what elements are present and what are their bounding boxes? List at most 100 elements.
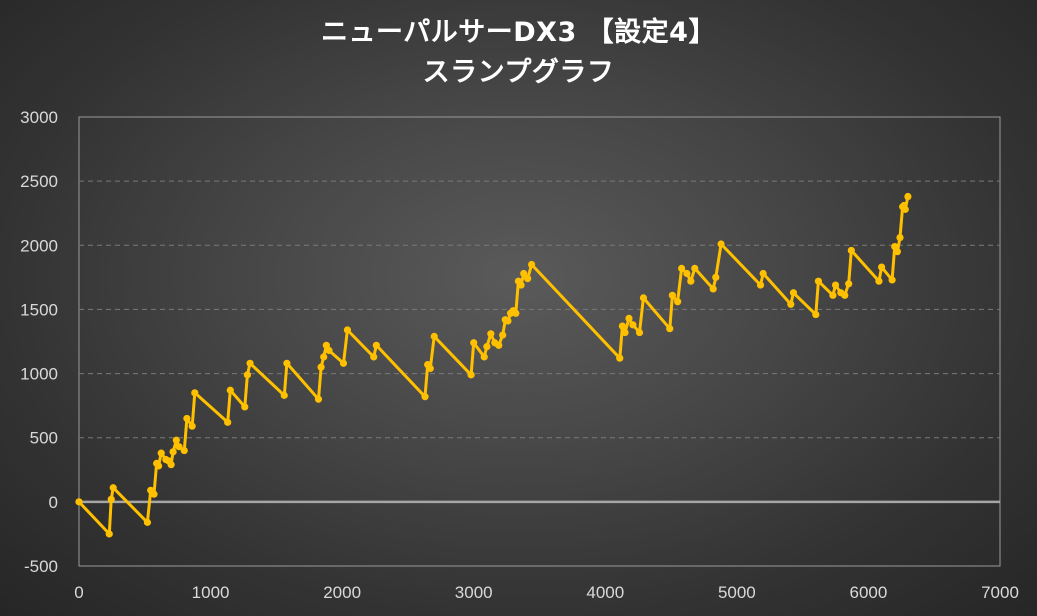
plot-area [78,116,1001,567]
x-tick-label: 1000 [192,583,230,602]
data-point [759,269,767,278]
data-point [226,386,234,394]
gridlines [79,180,1000,439]
data-point [512,309,520,317]
x-tick-label: 6000 [850,583,888,602]
data-point [668,291,676,299]
data-point [814,277,823,285]
chart-subtitle: スランプグラフ [422,57,615,88]
data-point [241,403,249,411]
y-tick-label: 3000 [20,108,58,127]
data-point [687,277,695,285]
data-point [787,300,795,308]
data-point [421,393,429,401]
data-point [224,418,232,426]
y-tick-label: -500 [24,557,58,576]
data-point [487,330,495,338]
data-point [172,436,180,444]
data-point [467,371,475,379]
x-axis-tick-labels: 0 1000 2000 3000 4000 5000 6000 7000 [74,583,1019,602]
x-tick-label: 0 [74,583,83,602]
data-point [504,317,512,325]
y-tick-label: 1000 [20,365,58,384]
data-point [709,285,717,293]
data-point [901,205,909,213]
data-point [370,353,378,361]
data-point [320,353,328,361]
data-point [875,277,883,285]
data-point [499,331,507,339]
data-point [480,353,488,361]
data-point [896,233,904,242]
data-point [372,341,380,349]
data-point [616,354,624,362]
data-point [157,449,165,457]
series-polyline [77,195,910,536]
data-point [877,263,886,271]
data-point [691,264,699,272]
data-point [789,289,798,297]
data-point [150,490,158,498]
data-point [812,310,820,319]
data-point [155,462,163,470]
y-tick-label: 1500 [20,300,58,319]
y-axis-tick-labels: -500 0 500 1000 1500 2000 2500 3000 [20,108,58,576]
chart-title: ニューパルサーDX3 【設定4】 [321,17,716,48]
data-point [841,291,849,299]
data-point [495,341,503,349]
data-point [845,280,853,288]
data-point [483,343,491,351]
data-point [109,484,117,492]
data-point [339,359,348,367]
series-markers [75,192,912,538]
data-point [618,322,626,330]
series-line [77,195,910,536]
x-tick-label: 4000 [586,583,624,602]
data-point [528,260,536,269]
y-tick-label: 500 [30,429,58,448]
y-tick-label: 0 [49,493,58,512]
data-point [621,328,629,337]
data-point [829,291,837,299]
data-point [712,273,720,281]
data-point [756,281,765,289]
data-point [175,443,183,451]
data-point [625,314,633,323]
data-point [105,530,113,538]
data-point [243,371,252,379]
x-tick-label: 7000 [981,583,1019,602]
data-point [635,328,644,337]
data-point [143,518,152,526]
data-point [426,364,434,373]
data-point [639,294,648,302]
data-point [517,281,525,289]
data-point [314,395,323,403]
data-point [666,325,674,333]
data-point [677,264,686,272]
data-point [280,391,288,399]
data-point [888,276,896,284]
data-point [169,448,177,456]
data-point [470,339,478,347]
data-point [188,422,196,430]
data-point [629,321,637,329]
data-point [75,498,83,506]
data-point [831,281,840,289]
y-tick-label: 2000 [20,236,58,255]
data-point [717,240,725,248]
data-point [847,246,855,255]
data-point [191,389,199,397]
data-point [520,269,528,278]
data-point [107,495,115,503]
data-point [904,192,912,201]
y-tick-label: 2500 [20,172,58,191]
data-point [343,326,352,334]
x-tick-label: 5000 [718,583,756,602]
data-point [167,461,175,469]
data-point [674,298,682,306]
data-point [317,363,325,371]
data-point [683,269,691,278]
data-point [183,414,191,423]
